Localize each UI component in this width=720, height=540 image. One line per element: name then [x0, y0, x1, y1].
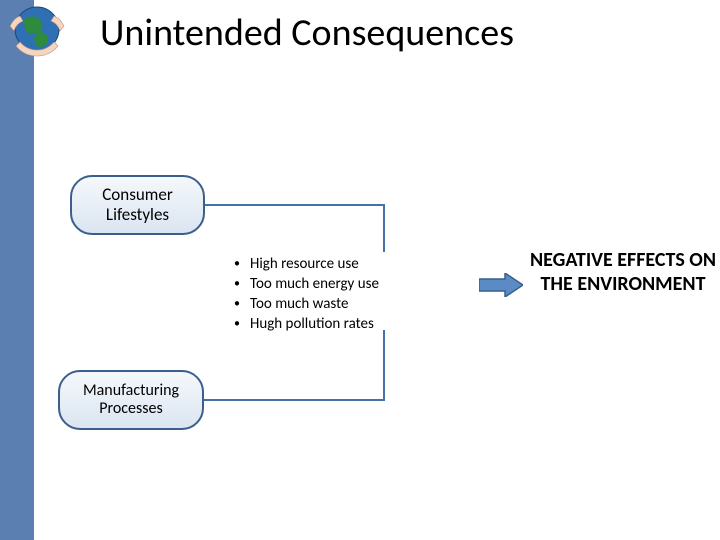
- bullet-text: Too much energy use: [244, 275, 440, 293]
- list-item: •Too much energy use: [230, 275, 440, 293]
- arrow-right-icon: [479, 273, 523, 297]
- bullet-list: •High resource use •Too much energy use …: [230, 255, 440, 335]
- bullet-icon: •: [230, 255, 244, 273]
- bullet-icon: •: [230, 275, 244, 293]
- page-title: Unintended Consequences: [100, 10, 514, 56]
- sidebar-accent: [0, 0, 34, 540]
- bullet-icon: •: [230, 315, 244, 333]
- bullet-text: Hugh pollution rates: [244, 315, 440, 333]
- connector-line: [205, 204, 385, 206]
- list-item: •High resource use: [230, 255, 440, 273]
- connector-line: [383, 330, 385, 401]
- node-consumer-lifestyles: Consumer Lifestyles: [70, 175, 205, 235]
- bullet-icon: •: [230, 295, 244, 313]
- result-text: NEGATIVE EFFECTS ON THE ENVIRONMENT: [528, 248, 718, 296]
- connector-line: [204, 399, 385, 401]
- list-item: •Too much waste: [230, 295, 440, 313]
- globe-hands-icon: [6, 2, 68, 60]
- bullet-text: High resource use: [244, 255, 440, 273]
- bullet-text: Too much waste: [244, 295, 440, 313]
- list-item: •Hugh pollution rates: [230, 315, 440, 333]
- node-label: Manufacturing Processes: [83, 382, 179, 419]
- node-label: Consumer Lifestyles: [102, 185, 173, 224]
- node-manufacturing-processes: Manufacturing Processes: [58, 370, 204, 430]
- connector-line: [383, 204, 385, 252]
- slide: Unintended Consequences Consumer Lifesty…: [0, 0, 720, 540]
